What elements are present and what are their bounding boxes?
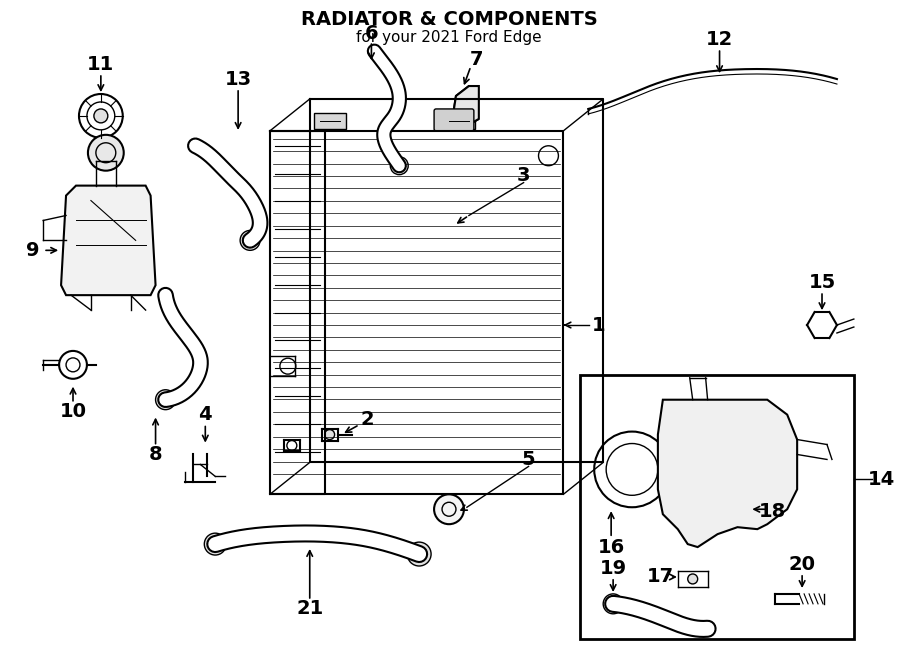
- Text: 5: 5: [522, 450, 536, 469]
- FancyBboxPatch shape: [443, 113, 475, 129]
- Text: 2: 2: [361, 410, 374, 429]
- FancyBboxPatch shape: [314, 113, 346, 129]
- Circle shape: [240, 231, 260, 251]
- Text: 18: 18: [759, 502, 786, 521]
- Circle shape: [603, 594, 623, 614]
- Circle shape: [88, 135, 123, 171]
- Text: 16: 16: [598, 537, 625, 557]
- Polygon shape: [61, 186, 156, 295]
- Text: 17: 17: [647, 567, 674, 586]
- Text: 11: 11: [87, 55, 114, 73]
- Text: RADIATOR & COMPONENTS: RADIATOR & COMPONENTS: [301, 10, 598, 29]
- Circle shape: [94, 109, 108, 123]
- Circle shape: [391, 157, 409, 175]
- Text: 21: 21: [296, 600, 323, 618]
- Text: 3: 3: [517, 166, 530, 185]
- Text: 10: 10: [59, 402, 86, 421]
- Polygon shape: [658, 400, 797, 547]
- Circle shape: [407, 542, 431, 566]
- Circle shape: [156, 390, 176, 410]
- Text: 4: 4: [199, 405, 212, 424]
- Text: 7: 7: [470, 50, 483, 69]
- Circle shape: [688, 574, 698, 584]
- Text: 6: 6: [364, 24, 378, 43]
- Text: 15: 15: [808, 273, 835, 292]
- Text: 8: 8: [148, 445, 162, 464]
- Text: 14: 14: [868, 470, 896, 489]
- Bar: [580, 375, 854, 639]
- FancyBboxPatch shape: [434, 109, 474, 131]
- Circle shape: [325, 430, 335, 440]
- Text: 20: 20: [788, 555, 815, 574]
- Circle shape: [204, 533, 226, 555]
- Polygon shape: [454, 86, 479, 123]
- Text: 13: 13: [225, 69, 252, 89]
- Text: 9: 9: [26, 241, 40, 260]
- Text: 1: 1: [591, 315, 605, 334]
- Text: for your 2021 Ford Edge: for your 2021 Ford Edge: [356, 30, 542, 45]
- Circle shape: [434, 494, 464, 524]
- Text: 12: 12: [706, 30, 734, 49]
- Text: 19: 19: [599, 559, 626, 578]
